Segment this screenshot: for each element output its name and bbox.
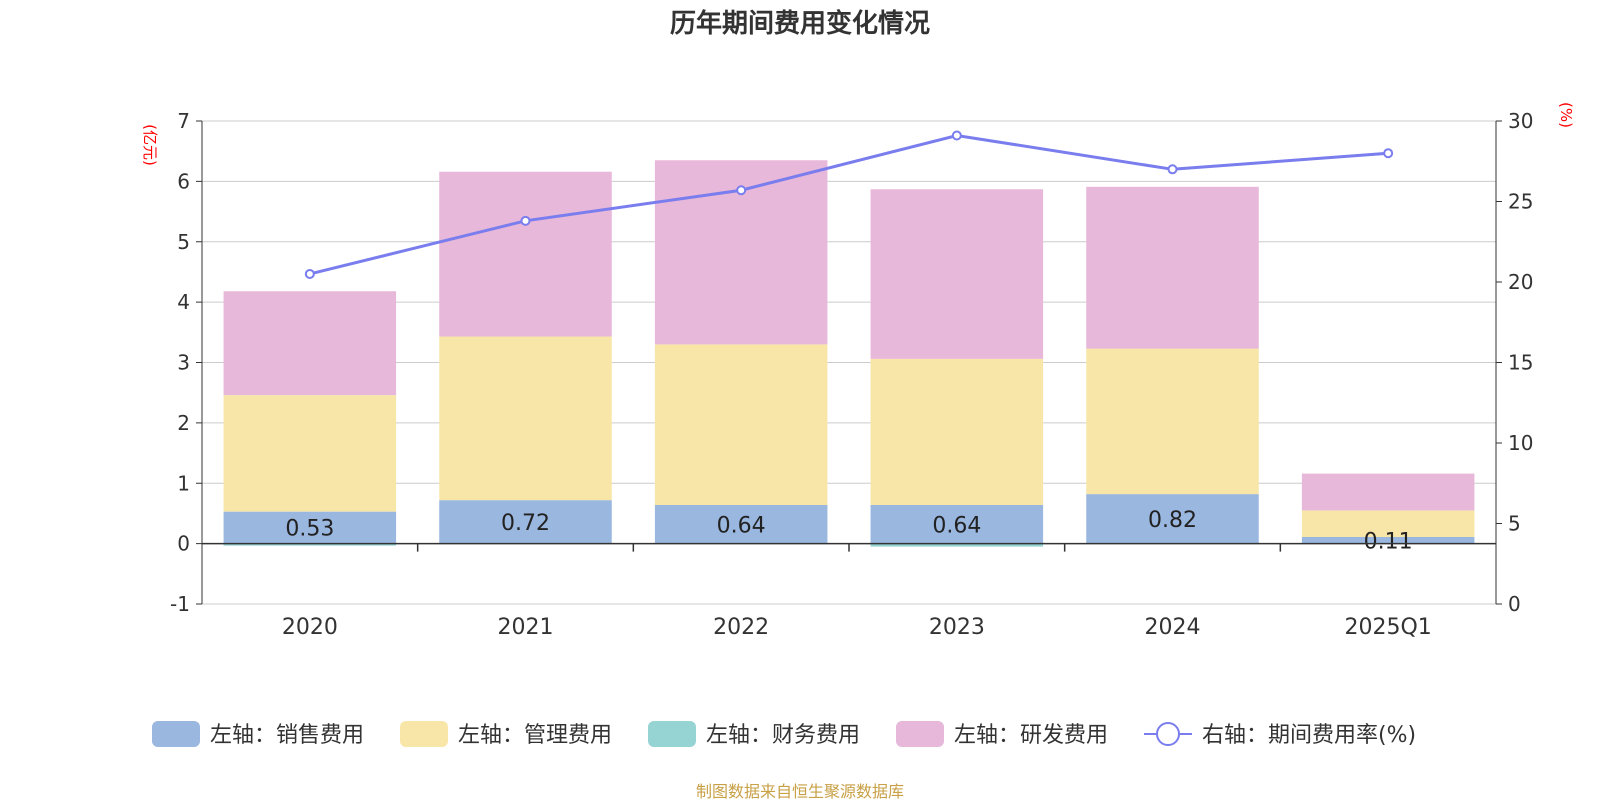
legend-swatch xyxy=(896,721,944,747)
left-tick-label: 4 xyxy=(177,290,190,314)
bar-1-2022 xyxy=(654,504,828,544)
data-label-sales: 0.72 xyxy=(501,511,550,536)
line-series-rate xyxy=(309,133,1389,276)
bar-4-2021 xyxy=(439,171,612,337)
right-tick-label: 25 xyxy=(1508,190,1533,214)
bar-1-2020 xyxy=(223,511,397,544)
data-label-sales: 0.82 xyxy=(1148,508,1197,533)
bar-2-2024 xyxy=(1086,348,1259,495)
legend-swatch xyxy=(400,721,448,747)
line-point xyxy=(951,130,962,141)
right-tick-label: 10 xyxy=(1508,431,1533,455)
data-label-sales: 0.11 xyxy=(1364,529,1413,554)
bar-1-2023 xyxy=(870,504,1044,544)
bar-2-2021 xyxy=(439,336,612,501)
line-point xyxy=(520,215,531,226)
category-label: 2020 xyxy=(282,615,338,640)
data-label-sales: 0.64 xyxy=(932,513,981,538)
line-point xyxy=(736,185,747,196)
footer-source: 制图数据来自恒生聚源数据库 xyxy=(695,782,904,801)
legend-label: 左轴：研发费用 xyxy=(954,723,1108,748)
category-label: 2023 xyxy=(929,615,985,640)
bar-2-2025Q1 xyxy=(1301,510,1475,537)
left-tick-label: 1 xyxy=(177,471,190,495)
left-tick-label: 2 xyxy=(177,411,190,435)
right-tick-label: 20 xyxy=(1508,270,1533,294)
left-tick-label: 3 xyxy=(177,351,190,375)
data-label-sales: 0.64 xyxy=(717,513,766,538)
bar-1-2024 xyxy=(1086,494,1259,544)
legend: 左轴：销售费用 左轴：管理费用 左轴：财务费用 左轴：研发费用 右轴：期间费用率(%) xyxy=(152,721,1416,748)
right-tick-label: 30 xyxy=(1508,109,1533,133)
bar-3-2020 xyxy=(223,543,397,546)
bar-2-2020 xyxy=(223,395,397,512)
legend-label: 左轴：管理费用 xyxy=(458,723,612,748)
right-tick-label: 15 xyxy=(1508,351,1533,375)
bar-4-2025Q1 xyxy=(1301,473,1475,511)
line-point xyxy=(1383,148,1394,159)
legend-label: 右轴：期间费用率(%) xyxy=(1202,723,1416,748)
left-tick-label: 6 xyxy=(177,169,190,193)
category-label: 2021 xyxy=(498,615,554,640)
bar-4-2020 xyxy=(223,291,397,396)
bar-4-2024 xyxy=(1086,186,1259,349)
bar-1-2025Q1 xyxy=(1301,536,1475,544)
data-label-sales: 0.53 xyxy=(285,517,334,542)
left-axis-label: (亿元) xyxy=(141,124,159,166)
left-tick-label: 5 xyxy=(177,230,190,254)
left-tick-label: 0 xyxy=(177,532,190,556)
right-tick-label: 5 xyxy=(1508,512,1521,536)
legend-label: 左轴：财务费用 xyxy=(706,723,860,748)
legend-label: 左轴：销售费用 xyxy=(210,723,364,748)
line-point xyxy=(304,268,315,279)
bar-3-2023 xyxy=(870,543,1044,547)
category-label: 2025Q1 xyxy=(1345,615,1432,640)
plot-area: -1 0 1 2 3 4 5 6 7 0 5 10 15 20 25 30 0.53 0.72 0.64 0.64 0.… xyxy=(170,109,1533,640)
right-axis-label: (%) xyxy=(1557,102,1575,128)
category-label: 2022 xyxy=(713,615,769,640)
right-tick-label: 0 xyxy=(1508,592,1521,616)
left-tick-label: 7 xyxy=(177,109,190,133)
bar-1-2021 xyxy=(439,500,612,544)
legend-marker xyxy=(1156,722,1180,746)
bar-2-2022 xyxy=(654,344,828,505)
legend-swatch xyxy=(152,721,200,747)
category-label: 2024 xyxy=(1145,615,1201,640)
legend-swatch xyxy=(648,721,696,747)
chart-title: 历年期间费用变化情况 xyxy=(670,8,930,39)
bar-4-2023 xyxy=(870,189,1044,359)
bar-2-2023 xyxy=(870,358,1044,505)
line-point xyxy=(1167,164,1178,175)
left-tick-label: -1 xyxy=(170,592,190,616)
